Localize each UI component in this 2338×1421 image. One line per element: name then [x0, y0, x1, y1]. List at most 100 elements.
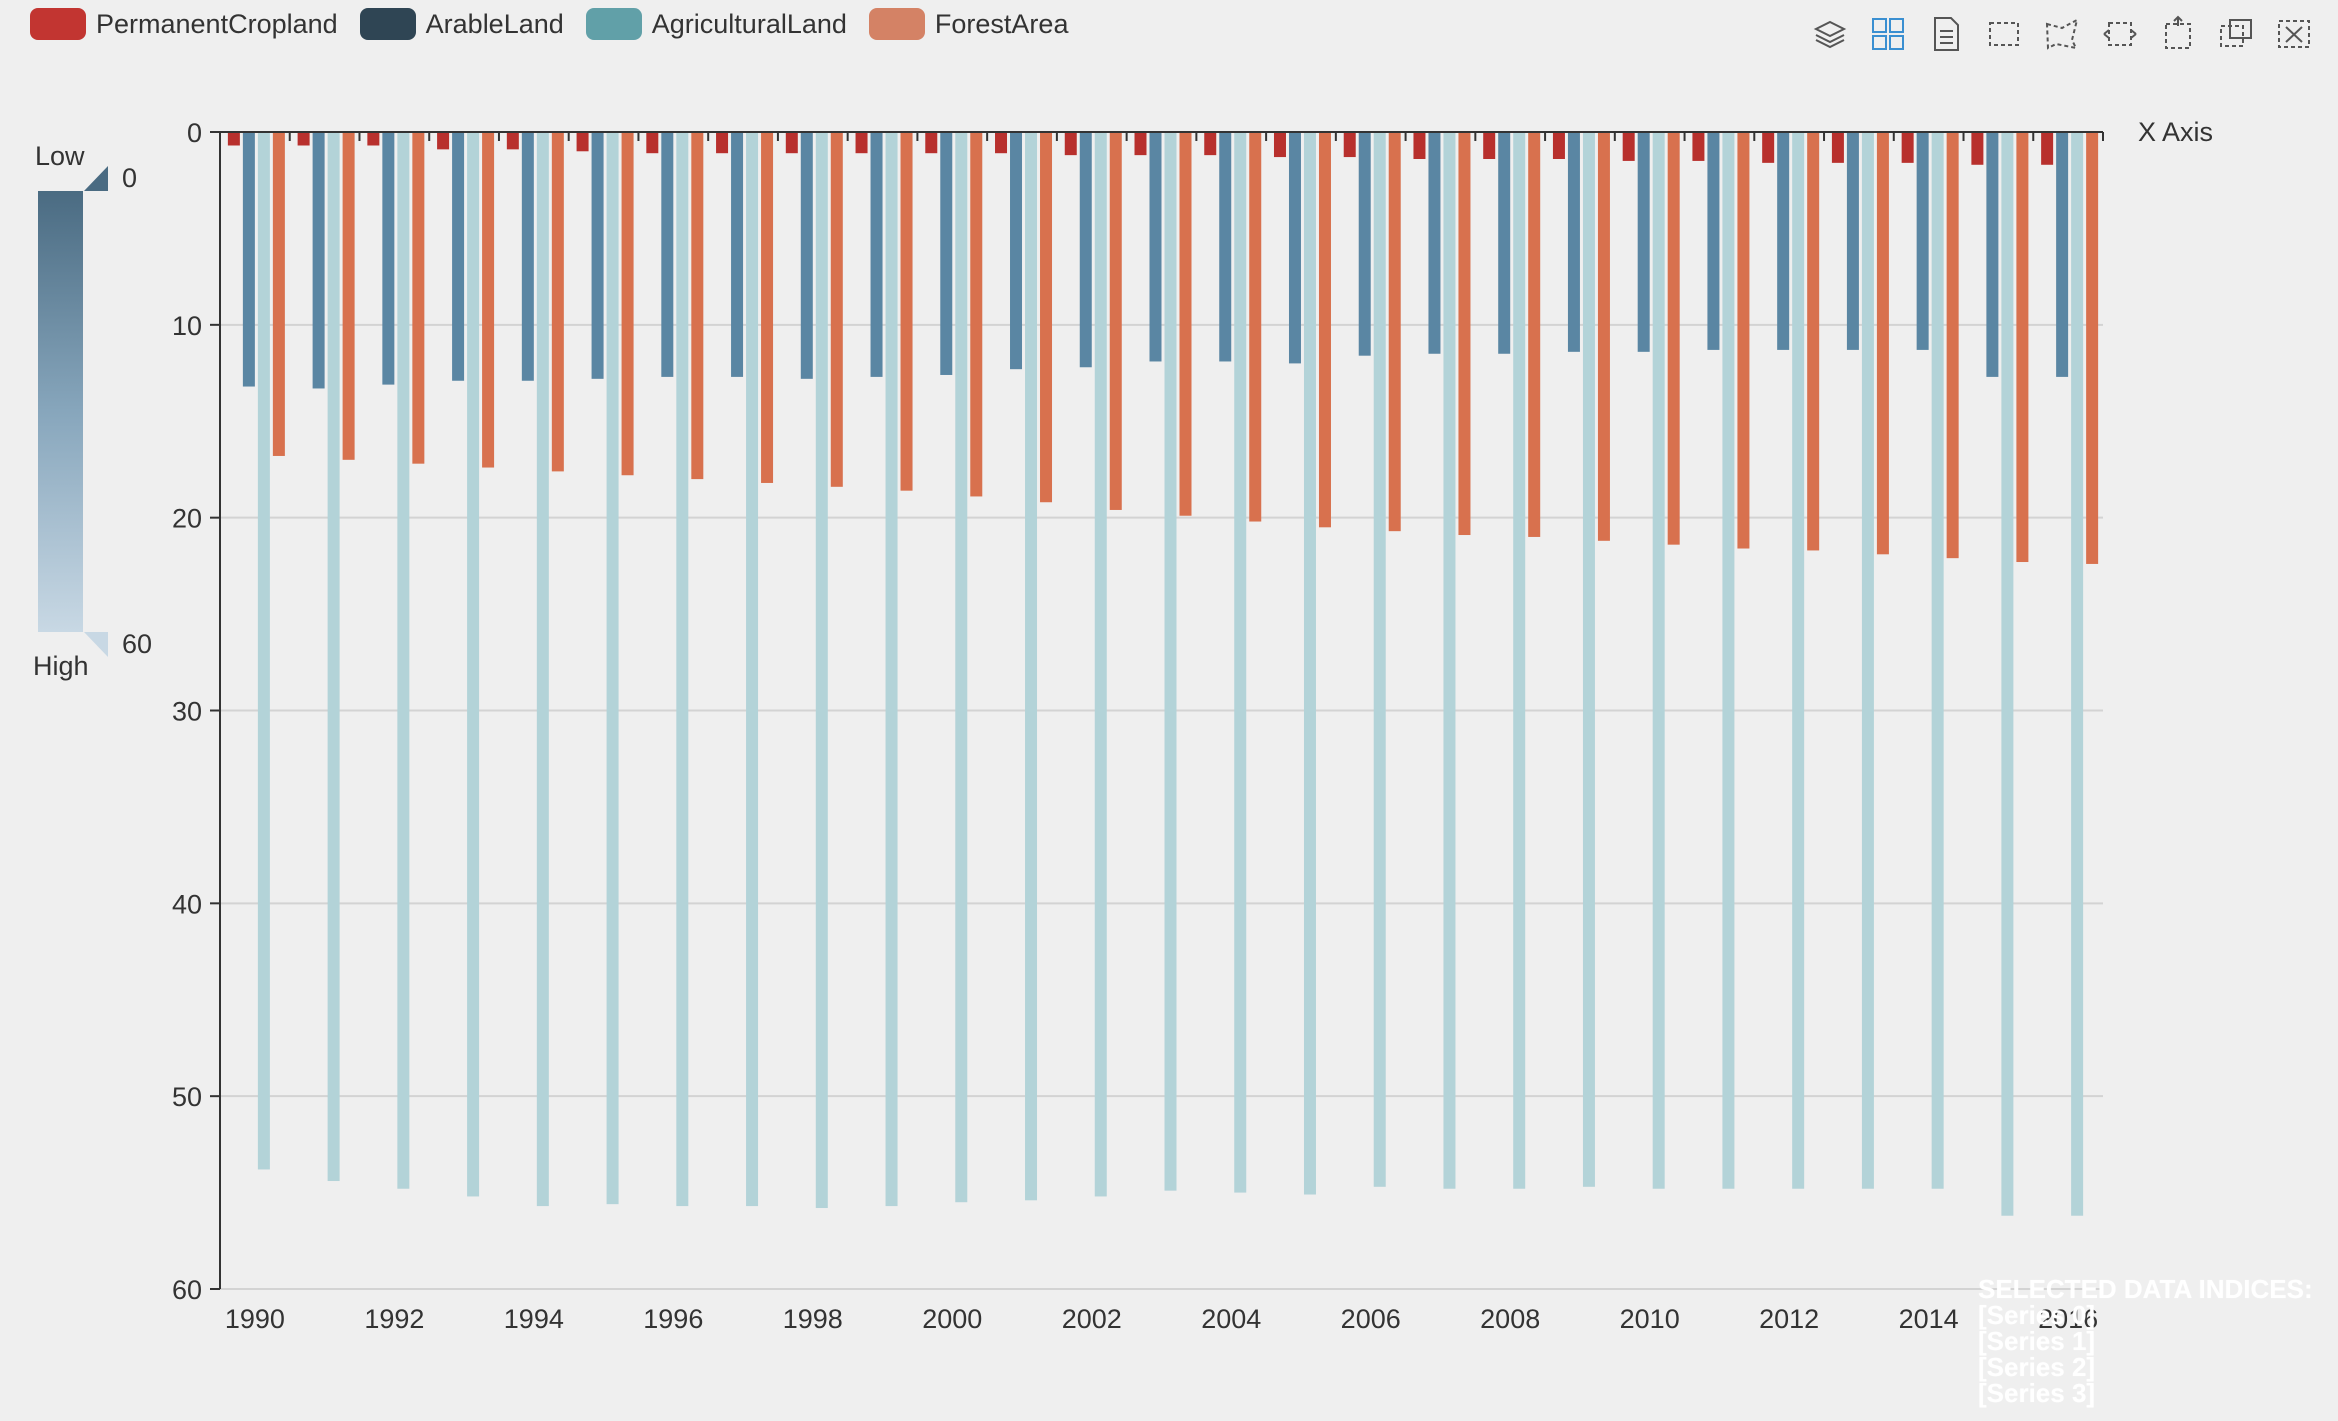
bar-arableland-2010[interactable] [1637, 132, 1650, 352]
bar-agriculturalland-1995[interactable] [606, 132, 619, 1205]
bar-agriculturalland-1999[interactable] [885, 132, 898, 1207]
bar-permanentcropland-2010[interactable] [1622, 132, 1635, 161]
bar-forestarea-2010[interactable] [1667, 132, 1680, 545]
bar-permanentcropland-2004[interactable] [1204, 132, 1217, 156]
bar-forestarea-1999[interactable] [900, 132, 913, 491]
bar-permanentcropland-2000[interactable] [925, 132, 938, 154]
bar-agriculturalland-2008[interactable] [1513, 132, 1526, 1189]
keep-select-icon[interactable] [2098, 12, 2142, 56]
bar-agriculturalland-2001[interactable] [1025, 132, 1038, 1201]
bar-permanentcropland-1993[interactable] [437, 132, 450, 150]
data-view-icon[interactable] [1924, 12, 1968, 56]
bar-arableland-2009[interactable] [1567, 132, 1580, 352]
bar-forestarea-1995[interactable] [621, 132, 634, 476]
legend-item-permanentcropland[interactable]: PermanentCropland [30, 8, 338, 40]
bar-permanentcropland-2003[interactable] [1134, 132, 1147, 156]
bar-arableland-1992[interactable] [382, 132, 395, 385]
bar-forestarea-2006[interactable] [1388, 132, 1401, 532]
bar-forestarea-2004[interactable] [1249, 132, 1262, 522]
bar-arableland-2014[interactable] [1916, 132, 1929, 350]
bar-forestarea-1998[interactable] [830, 132, 843, 487]
bar-arableland-1994[interactable] [521, 132, 534, 381]
bar-arableland-1991[interactable] [312, 132, 325, 389]
bar-agriculturalland-2010[interactable] [1652, 132, 1665, 1189]
bar-arableland-2006[interactable] [1358, 132, 1371, 356]
bar-permanentcropland-2015[interactable] [1971, 132, 1984, 165]
bar-agriculturalland-2009[interactable] [1582, 132, 1595, 1187]
bar-forestarea-1991[interactable] [342, 132, 355, 460]
bar-arableland-2005[interactable] [1288, 132, 1301, 364]
bar-agriculturalland-2012[interactable] [1792, 132, 1805, 1189]
bar-arableland-2000[interactable] [940, 132, 953, 375]
legend-item-agriculturalland[interactable]: AgriculturalLand [585, 8, 847, 40]
bar-permanentcropland-1995[interactable] [576, 132, 589, 152]
legend-item-arableland[interactable]: ArableLand [359, 8, 564, 40]
bar-agriculturalland-2002[interactable] [1094, 132, 1107, 1197]
bar-forestarea-2005[interactable] [1318, 132, 1331, 528]
bar-arableland-2002[interactable] [1079, 132, 1092, 368]
bar-agriculturalland-1998[interactable] [815, 132, 828, 1209]
bar-permanentcropland-2016[interactable] [2041, 132, 2054, 165]
bar-agriculturalland-2013[interactable] [1861, 132, 1874, 1189]
bar-arableland-2003[interactable] [1149, 132, 1162, 362]
bar-arableland-1998[interactable] [800, 132, 813, 379]
bar-arableland-1999[interactable] [870, 132, 883, 377]
rect-select-icon[interactable] [1982, 12, 2026, 56]
bar-permanentcropland-2011[interactable] [1692, 132, 1705, 161]
bar-agriculturalland-1992[interactable] [397, 132, 410, 1189]
bar-arableland-2007[interactable] [1428, 132, 1441, 354]
grid-icon[interactable] [1866, 12, 1910, 56]
bar-permanentcropland-1997[interactable] [716, 132, 729, 154]
bar-forestarea-1992[interactable] [412, 132, 425, 464]
bar-agriculturalland-2004[interactable] [1234, 132, 1247, 1193]
bar-agriculturalland-2016[interactable] [2071, 132, 2084, 1216]
bar-arableland-2012[interactable] [1777, 132, 1790, 350]
zoom-icon[interactable] [2214, 12, 2258, 56]
bar-agriculturalland-1996[interactable] [676, 132, 689, 1207]
bar-forestarea-1993[interactable] [482, 132, 495, 468]
bar-forestarea-2013[interactable] [1876, 132, 1889, 555]
bar-arableland-1990[interactable] [242, 132, 255, 387]
bar-forestarea-2011[interactable] [1737, 132, 1750, 549]
bar-permanentcropland-2014[interactable] [1901, 132, 1914, 163]
bar-forestarea-1997[interactable] [761, 132, 774, 483]
bar-forestarea-2001[interactable] [1040, 132, 1053, 503]
bar-arableland-2016[interactable] [2056, 132, 2069, 377]
bar-permanentcropland-1999[interactable] [855, 132, 868, 154]
zoom-reset-icon[interactable] [2272, 12, 2316, 56]
bar-permanentcropland-1990[interactable] [227, 132, 240, 146]
bar-permanentcropland-2009[interactable] [1552, 132, 1565, 159]
bar-forestarea-2009[interactable] [1597, 132, 1610, 541]
bar-permanentcropland-2005[interactable] [1273, 132, 1286, 158]
visual-map-gradient-bar[interactable] [38, 191, 83, 632]
bar-forestarea-2016[interactable] [2086, 132, 2099, 564]
bar-agriculturalland-2007[interactable] [1443, 132, 1456, 1189]
bar-arableland-2001[interactable] [1010, 132, 1023, 370]
bar-agriculturalland-2005[interactable] [1303, 132, 1316, 1195]
bar-arableland-2004[interactable] [1219, 132, 1232, 362]
bar-agriculturalland-2000[interactable] [955, 132, 968, 1203]
bar-arableland-1997[interactable] [731, 132, 744, 377]
bar-forestarea-1996[interactable] [691, 132, 704, 480]
bar-agriculturalland-2015[interactable] [2001, 132, 2014, 1216]
bar-arableland-2013[interactable] [1846, 132, 1859, 350]
bar-forestarea-2015[interactable] [2016, 132, 2029, 563]
layers-icon[interactable] [1808, 12, 1852, 56]
bar-forestarea-1990[interactable] [272, 132, 285, 456]
bar-agriculturalland-2006[interactable] [1373, 132, 1386, 1187]
bar-permanentcropland-2012[interactable] [1762, 132, 1775, 163]
bar-permanentcropland-2001[interactable] [995, 132, 1008, 154]
bar-permanentcropland-1998[interactable] [785, 132, 798, 154]
bar-permanentcropland-2008[interactable] [1483, 132, 1496, 159]
bar-permanentcropland-2013[interactable] [1831, 132, 1844, 163]
bar-arableland-2011[interactable] [1707, 132, 1720, 350]
bar-arableland-1996[interactable] [661, 132, 674, 377]
bar-forestarea-2007[interactable] [1458, 132, 1471, 536]
bar-permanentcropland-2007[interactable] [1413, 132, 1426, 159]
bar-permanentcropland-2006[interactable] [1343, 132, 1356, 158]
bar-arableland-2015[interactable] [1986, 132, 1999, 377]
bar-agriculturalland-1994[interactable] [536, 132, 549, 1207]
bar-agriculturalland-2003[interactable] [1164, 132, 1177, 1191]
legend-item-forestarea[interactable]: ForestArea [868, 8, 1068, 40]
bar-forestarea-1994[interactable] [551, 132, 564, 472]
